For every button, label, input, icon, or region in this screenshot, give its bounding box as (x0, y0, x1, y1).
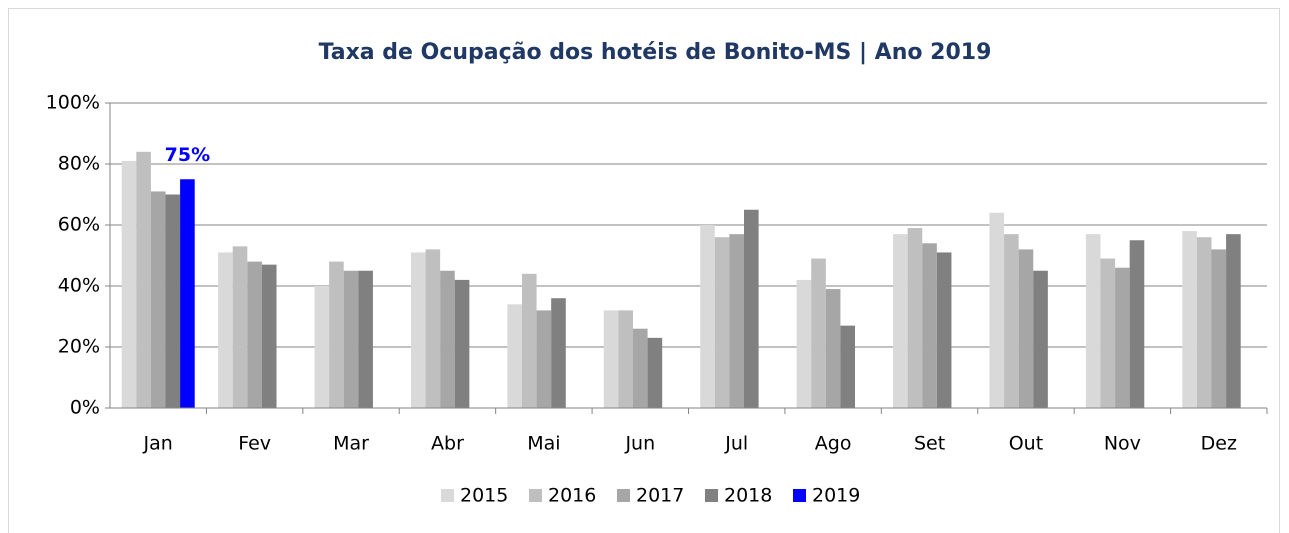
x-tick-label: Mar (333, 433, 369, 455)
bar (521, 273, 537, 408)
value-label: 75% (165, 144, 210, 166)
bar (136, 151, 151, 409)
bar (744, 209, 759, 408)
bar (180, 179, 195, 408)
bar (825, 289, 841, 408)
bar (358, 270, 373, 408)
bar (989, 212, 1005, 408)
x-tick-label: Fev (238, 433, 271, 455)
legend-swatch (793, 489, 806, 502)
x-tick-label: Ago (815, 433, 852, 455)
y-tick-label: 100% (46, 92, 100, 114)
bar (551, 298, 566, 408)
bar (410, 252, 426, 408)
y-tick-label: 0% (70, 397, 100, 419)
bar (150, 191, 166, 408)
bar (165, 194, 181, 408)
legend-label: 2019 (812, 485, 860, 507)
bar (1033, 270, 1048, 408)
bar (329, 261, 344, 408)
bar (1085, 234, 1101, 408)
bar (840, 325, 856, 408)
bar (440, 270, 455, 408)
bar (632, 328, 648, 408)
bar (425, 249, 441, 408)
bar (893, 234, 908, 408)
legend-label: 2018 (724, 485, 772, 507)
bar (603, 310, 619, 408)
bar (618, 310, 633, 408)
x-tick-label: Out (1009, 433, 1043, 455)
legend-swatch (617, 489, 630, 502)
bar (1196, 237, 1212, 408)
bar (1100, 258, 1116, 408)
x-tick-label: Mai (527, 433, 560, 455)
bar (232, 246, 248, 408)
y-tick-label: 80% (58, 153, 100, 175)
legend-label: 2015 (460, 485, 508, 507)
y-tick-label: 20% (58, 336, 100, 358)
x-tick-label: Jul (724, 433, 748, 455)
bar (1182, 231, 1197, 408)
bar (218, 252, 233, 408)
bar (247, 261, 262, 408)
x-tick-label: Abr (431, 433, 464, 455)
bar (729, 234, 745, 408)
bar (454, 279, 470, 408)
bar (714, 237, 730, 408)
bar (907, 228, 923, 408)
bar (343, 270, 359, 408)
bar (536, 310, 552, 408)
legend-label: 2016 (548, 485, 596, 507)
legend-swatch (529, 489, 542, 502)
bar (1129, 240, 1145, 408)
x-tick-label: Nov (1104, 433, 1141, 455)
y-tick-label: 60% (58, 214, 100, 236)
bar (507, 304, 522, 408)
x-tick-label: Jan (143, 433, 173, 455)
y-tick-label: 40% (58, 275, 100, 297)
x-tick-label: Set (914, 433, 945, 455)
bar (936, 252, 952, 408)
x-tick-label: Dez (1201, 433, 1237, 455)
bar (1018, 249, 1034, 408)
legend-swatch (441, 489, 454, 502)
bar (1226, 234, 1241, 408)
bar (1004, 234, 1019, 408)
bar (647, 337, 663, 408)
legend-swatch (705, 489, 718, 502)
bar (1115, 267, 1130, 408)
bar (700, 225, 715, 408)
bar (121, 160, 137, 408)
chart-title: Taxa de Ocupação dos hotéis de Bonito-MS… (319, 40, 992, 65)
bar (796, 279, 812, 408)
bar (261, 264, 277, 408)
bar (922, 243, 937, 408)
legend-label: 2017 (636, 485, 684, 507)
bar (811, 258, 826, 408)
bar (1211, 249, 1227, 408)
x-tick-label: Jun (624, 433, 655, 455)
bar (314, 286, 330, 408)
